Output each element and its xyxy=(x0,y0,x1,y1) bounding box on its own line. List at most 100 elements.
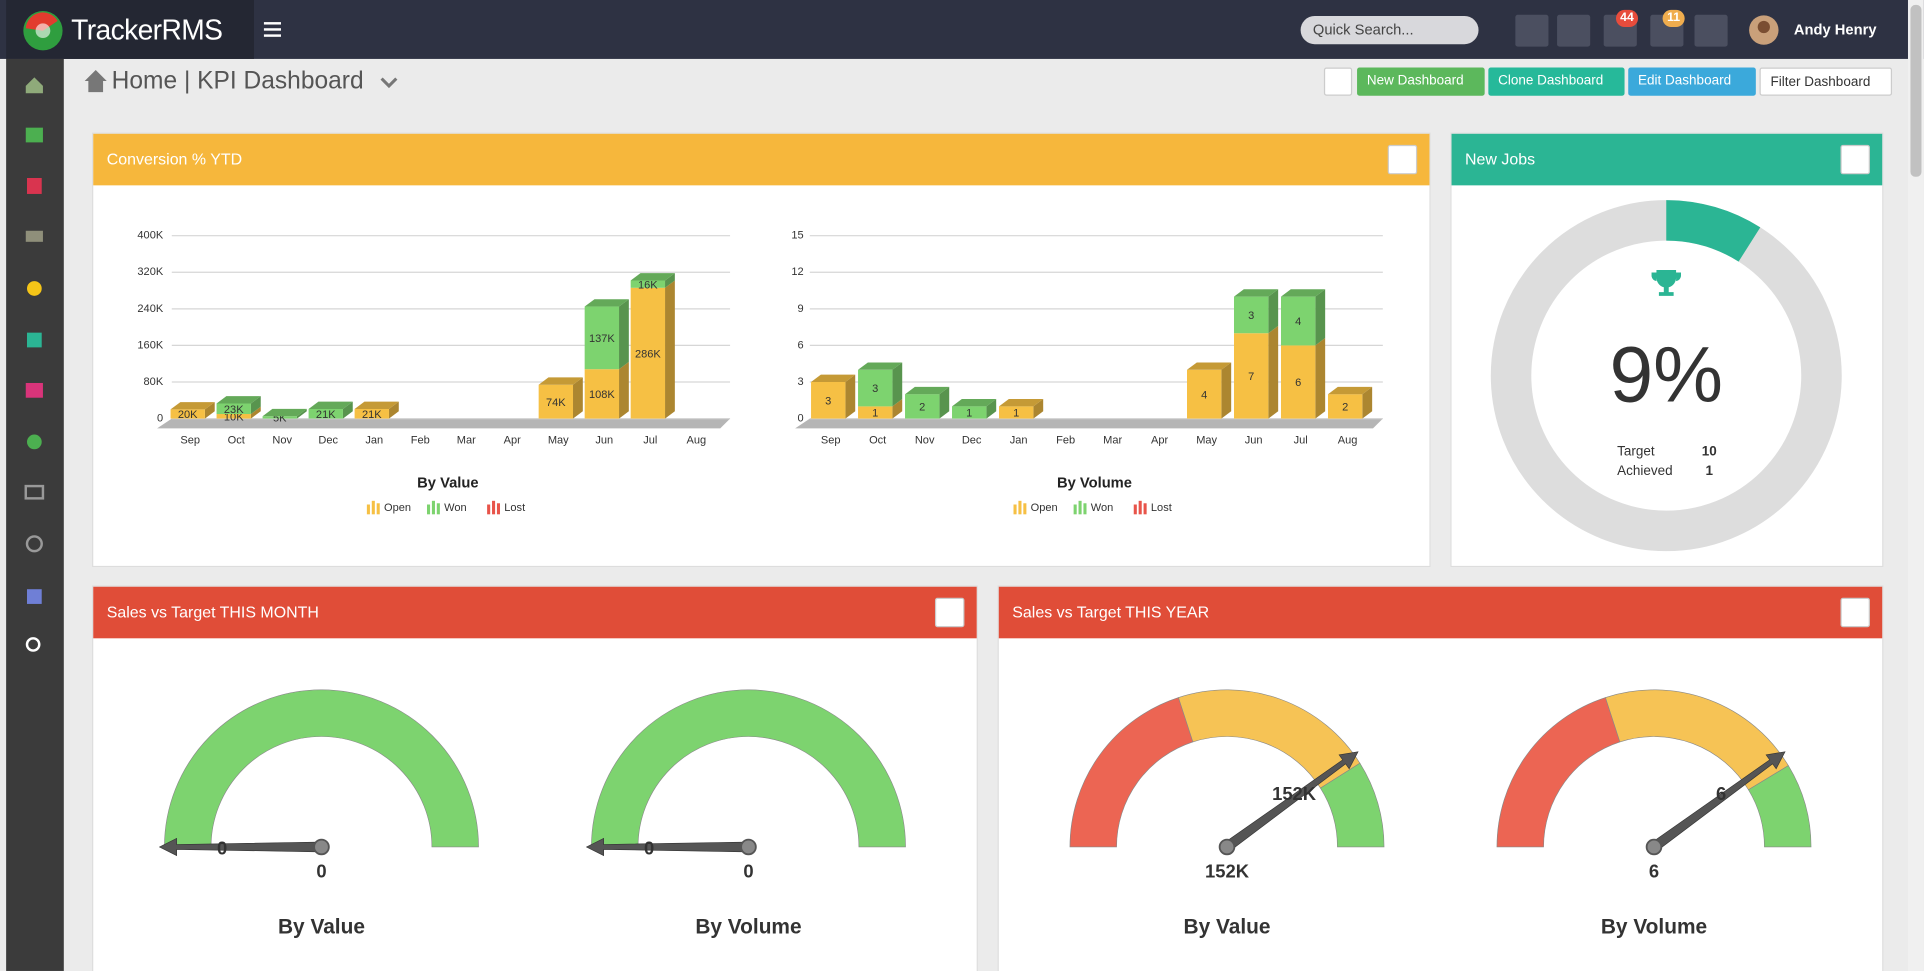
bar-side xyxy=(986,399,997,419)
x-tick-label: Apr xyxy=(1151,435,1168,447)
scrollbar[interactable] xyxy=(1907,0,1924,971)
home-link[interactable]: Home xyxy=(111,67,178,95)
bar-top xyxy=(216,396,261,404)
top-bar xyxy=(0,0,1924,59)
bar-segment xyxy=(1280,345,1316,419)
brand[interactable]: TrackerRMS xyxy=(71,13,223,46)
gauge-title: By Value xyxy=(1184,916,1271,939)
x-tick-label: Nov xyxy=(272,435,292,447)
kpi-row-value: 10 xyxy=(1702,443,1717,458)
bar-side xyxy=(434,411,445,419)
bar-side xyxy=(1221,362,1232,419)
bar-top xyxy=(1186,362,1232,370)
search-icon[interactable] xyxy=(25,637,41,652)
needle-label: 0 xyxy=(217,837,227,858)
settings-button[interactable] xyxy=(934,597,965,628)
flag-badge: 11 xyxy=(1662,9,1685,28)
panel-title: New Jobs xyxy=(1451,133,1883,186)
breadcrumb: Home | KPI Dashboard xyxy=(112,68,364,96)
avatar[interactable] xyxy=(1748,15,1779,46)
legend-icon xyxy=(366,504,370,515)
separator: | xyxy=(183,67,191,95)
legend-label: Open xyxy=(1031,502,1058,514)
filter-dashboard-button[interactable]: Filter Dashboard xyxy=(1759,67,1893,96)
gauge-title: By Volume xyxy=(1601,916,1707,939)
reports-icon[interactable] xyxy=(26,589,42,604)
bar-side xyxy=(1315,289,1326,346)
legend-icon xyxy=(1138,500,1142,515)
settings-button[interactable] xyxy=(1840,144,1870,175)
settings-button[interactable] xyxy=(1387,144,1418,175)
candidates-icon[interactable] xyxy=(26,434,42,450)
new-dashboard-button[interactable]: New Dashboard xyxy=(1357,67,1485,96)
clone-dashboard-button[interactable]: Clone Dashboard xyxy=(1488,67,1625,96)
companies-icon[interactable] xyxy=(25,127,43,143)
bar-side xyxy=(1080,411,1091,419)
sales-month-panel: Sales vs Target THIS MONTH xyxy=(92,585,978,971)
bar-segment xyxy=(1327,394,1363,419)
bar-side xyxy=(480,411,491,419)
gauge-band xyxy=(591,689,906,848)
bar-segment xyxy=(952,406,987,419)
opportunities-icon[interactable] xyxy=(26,332,42,348)
x-tick-label: Aug xyxy=(1338,435,1358,447)
x-tick-label: Sep xyxy=(821,435,841,447)
menu-toggle[interactable] xyxy=(263,21,284,38)
x-tick-label: Jun xyxy=(595,435,613,447)
lock-button[interactable] xyxy=(1323,67,1353,96)
legend-icon xyxy=(1143,503,1147,515)
y-tick-label: 15 xyxy=(791,230,803,242)
gauge-band xyxy=(1320,762,1385,848)
placements-icon[interactable] xyxy=(24,484,45,500)
bar-side xyxy=(1362,386,1373,419)
edit-dashboard-button[interactable]: Edit Dashboard xyxy=(1628,67,1756,96)
x-tick-label: Dec xyxy=(318,435,338,447)
bar-side xyxy=(619,361,629,419)
legend-icon xyxy=(496,503,501,515)
magic-button[interactable] xyxy=(1557,14,1591,47)
dropdown-chevron[interactable] xyxy=(379,75,399,90)
settings-button[interactable] xyxy=(1840,597,1870,628)
leads-icon[interactable] xyxy=(26,281,42,296)
finance-icon[interactable] xyxy=(25,535,43,553)
contacts-icon[interactable] xyxy=(26,177,42,194)
panel-title: Conversion % YTD xyxy=(93,133,1430,186)
scroll-thumb[interactable] xyxy=(1910,4,1922,177)
page-title[interactable]: KPI Dashboard xyxy=(197,67,364,95)
bar-side xyxy=(1033,399,1044,419)
x-tick-label: Feb xyxy=(411,435,430,447)
data-label: 21K xyxy=(362,409,382,421)
bar-segment xyxy=(999,406,1034,419)
bar-side xyxy=(526,411,537,419)
legend-icon xyxy=(371,500,375,515)
campaigns-icon[interactable] xyxy=(25,230,43,242)
data-label: 3 xyxy=(825,395,831,407)
logo-area[interactable] xyxy=(6,0,254,59)
legend-icon xyxy=(376,503,380,515)
user-name[interactable]: Andy Henry xyxy=(1793,20,1877,39)
bar-top xyxy=(170,402,215,410)
quick-search[interactable]: Quick Search... xyxy=(1300,15,1479,45)
bar-top xyxy=(354,401,399,409)
y-tick-label: 400K xyxy=(137,230,163,242)
y-tick-label: 0 xyxy=(157,412,163,424)
bar-segment xyxy=(630,287,666,419)
gauge-needle xyxy=(1223,751,1359,852)
legend-label: Won xyxy=(1091,502,1113,514)
legend-icon xyxy=(436,503,440,515)
x-tick-label: Sep xyxy=(180,435,200,447)
gauge-needle xyxy=(1650,751,1786,852)
jobs-icon[interactable] xyxy=(25,382,43,398)
bar-side xyxy=(1268,325,1279,419)
gauge-hub xyxy=(1645,838,1663,856)
legend-label: Lost xyxy=(1151,502,1172,514)
x-tick-label: Mar xyxy=(1103,435,1122,447)
data-label: 1 xyxy=(966,408,972,420)
home-icon[interactable] xyxy=(25,77,43,94)
mic-button[interactable] xyxy=(1515,14,1549,47)
bar-side xyxy=(939,386,950,419)
history-button[interactable] xyxy=(1694,14,1728,47)
bar-side xyxy=(1127,411,1138,419)
bar-segment xyxy=(1233,296,1269,334)
